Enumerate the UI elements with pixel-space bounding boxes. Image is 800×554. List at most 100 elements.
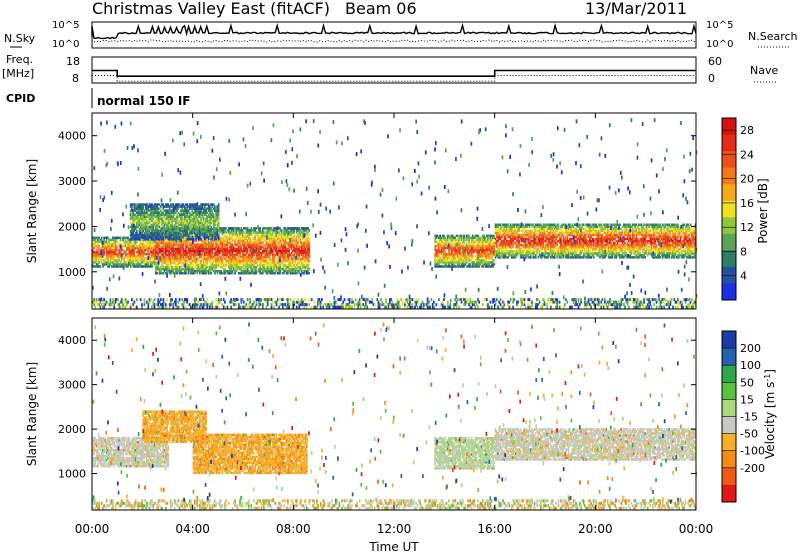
- rti-cell: [157, 245, 160, 248]
- rti-cell: [183, 237, 186, 240]
- rti-cell: [162, 253, 165, 257]
- rti-cell: [192, 251, 195, 255]
- rti-cell: [221, 265, 224, 269]
- rti-cell: [132, 265, 134, 268]
- rti-cell: [230, 231, 233, 234]
- rti-cell: [235, 251, 238, 255]
- rti-cell: [211, 231, 214, 234]
- rti-cell: [187, 245, 190, 248]
- rti-cell: [236, 227, 239, 230]
- rti-cell: [220, 270, 222, 273]
- rti-cell: [251, 267, 254, 271]
- rti-cell: [255, 245, 258, 248]
- rti-cell: [115, 263, 118, 266]
- rti-cell: [210, 261, 212, 265]
- rti-cell: [205, 249, 207, 253]
- rti-cell: [232, 233, 235, 236]
- rti-cell: [185, 247, 187, 250]
- rti-cell: [205, 261, 207, 265]
- rti-cell: [254, 237, 256, 240]
- rti-cell: [149, 261, 152, 264]
- rti-cell: [240, 233, 243, 236]
- rti-cell: [210, 263, 212, 267]
- rti-cell: [146, 246, 148, 250]
- rti-cell: [245, 257, 248, 261]
- rti-cell: [204, 270, 206, 273]
- rti-cell: [217, 245, 220, 248]
- rti-cell: [99, 248, 102, 252]
- rti-cell: [193, 243, 196, 246]
- rti-cell: [250, 257, 253, 261]
- rti-cell: [238, 229, 240, 232]
- rti-cell: [129, 240, 132, 244]
- rti-cell: [149, 248, 152, 252]
- rti-cell: [199, 243, 201, 246]
- noise-left-tick-bottom: 10^0: [52, 39, 79, 50]
- rti-cell: [187, 272, 190, 275]
- rti-cell: [148, 244, 151, 248]
- rti-cell: [245, 272, 248, 275]
- rti-cell: [199, 247, 201, 250]
- rti-cell: [176, 249, 178, 253]
- rti-cell: [93, 265, 95, 268]
- rti-cell: [197, 253, 200, 257]
- rti-cell: [167, 270, 170, 273]
- rti-cell: [127, 257, 129, 260]
- rti-cell: [204, 265, 206, 269]
- rti-cell: [256, 251, 259, 255]
- rti-cell: [195, 255, 197, 259]
- rti-cell: [136, 246, 138, 250]
- rti-cell: [112, 259, 114, 262]
- rti-cell: [162, 239, 165, 242]
- rti-cell: [148, 242, 151, 246]
- rti-cell: [168, 270, 171, 273]
- rti-cell: [117, 253, 119, 256]
- rti-cell: [193, 237, 196, 240]
- rti-cell: [109, 238, 112, 242]
- rti-cell: [243, 233, 245, 236]
- rti-cell: [190, 270, 192, 273]
- rti-cell: [202, 263, 205, 267]
- rti-cell: [104, 261, 107, 264]
- rti-cell: [205, 237, 207, 240]
- rti-cell: [144, 253, 147, 256]
- rti-cell: [114, 242, 117, 246]
- rti-cell: [97, 236, 99, 240]
- rti-cell: [294, 259, 297, 263]
- rti-cell: [249, 241, 251, 244]
- rti-cell: [178, 247, 181, 250]
- rti-cell: [158, 270, 161, 273]
- rti-cell: [202, 255, 205, 259]
- rti-cell: [236, 233, 239, 236]
- rti-cell: [158, 272, 161, 275]
- rti-cell: [115, 246, 118, 250]
- rti-cell: [235, 259, 238, 263]
- rti-cell: [204, 253, 206, 257]
- rti-cell: [167, 247, 170, 250]
- rti-cell: [167, 249, 170, 253]
- rti-cell: [119, 253, 122, 256]
- rti-cell: [195, 243, 197, 246]
- rti-cell: [139, 263, 142, 266]
- rti-cell: [139, 246, 142, 250]
- rti-cell: [181, 233, 183, 236]
- rti-cell: [204, 257, 206, 261]
- rti-cell: [204, 243, 206, 246]
- rti-cell: [143, 263, 146, 266]
- rti-cell: [103, 248, 105, 252]
- rti-cell: [167, 261, 170, 265]
- rti-cell: [210, 253, 212, 257]
- rti-cell: [220, 245, 222, 248]
- noise-left-tick-top: 10^5: [52, 20, 79, 31]
- rti-cell: [100, 242, 103, 246]
- rti-cell: [217, 263, 220, 267]
- rti-cell: [97, 242, 99, 246]
- rti-cell: [105, 240, 108, 244]
- rti-cell: [248, 237, 250, 240]
- rti-cell: [144, 240, 147, 244]
- rti-cell: [239, 247, 241, 250]
- rti-cell: [212, 243, 215, 246]
- rti-cell: [113, 257, 116, 260]
- rti-cell: [115, 238, 118, 242]
- rti-cell: [156, 239, 158, 242]
